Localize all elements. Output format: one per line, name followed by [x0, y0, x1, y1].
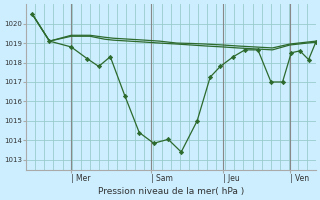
X-axis label: Pression niveau de la mer( hPa ): Pression niveau de la mer( hPa ) [98, 187, 244, 196]
